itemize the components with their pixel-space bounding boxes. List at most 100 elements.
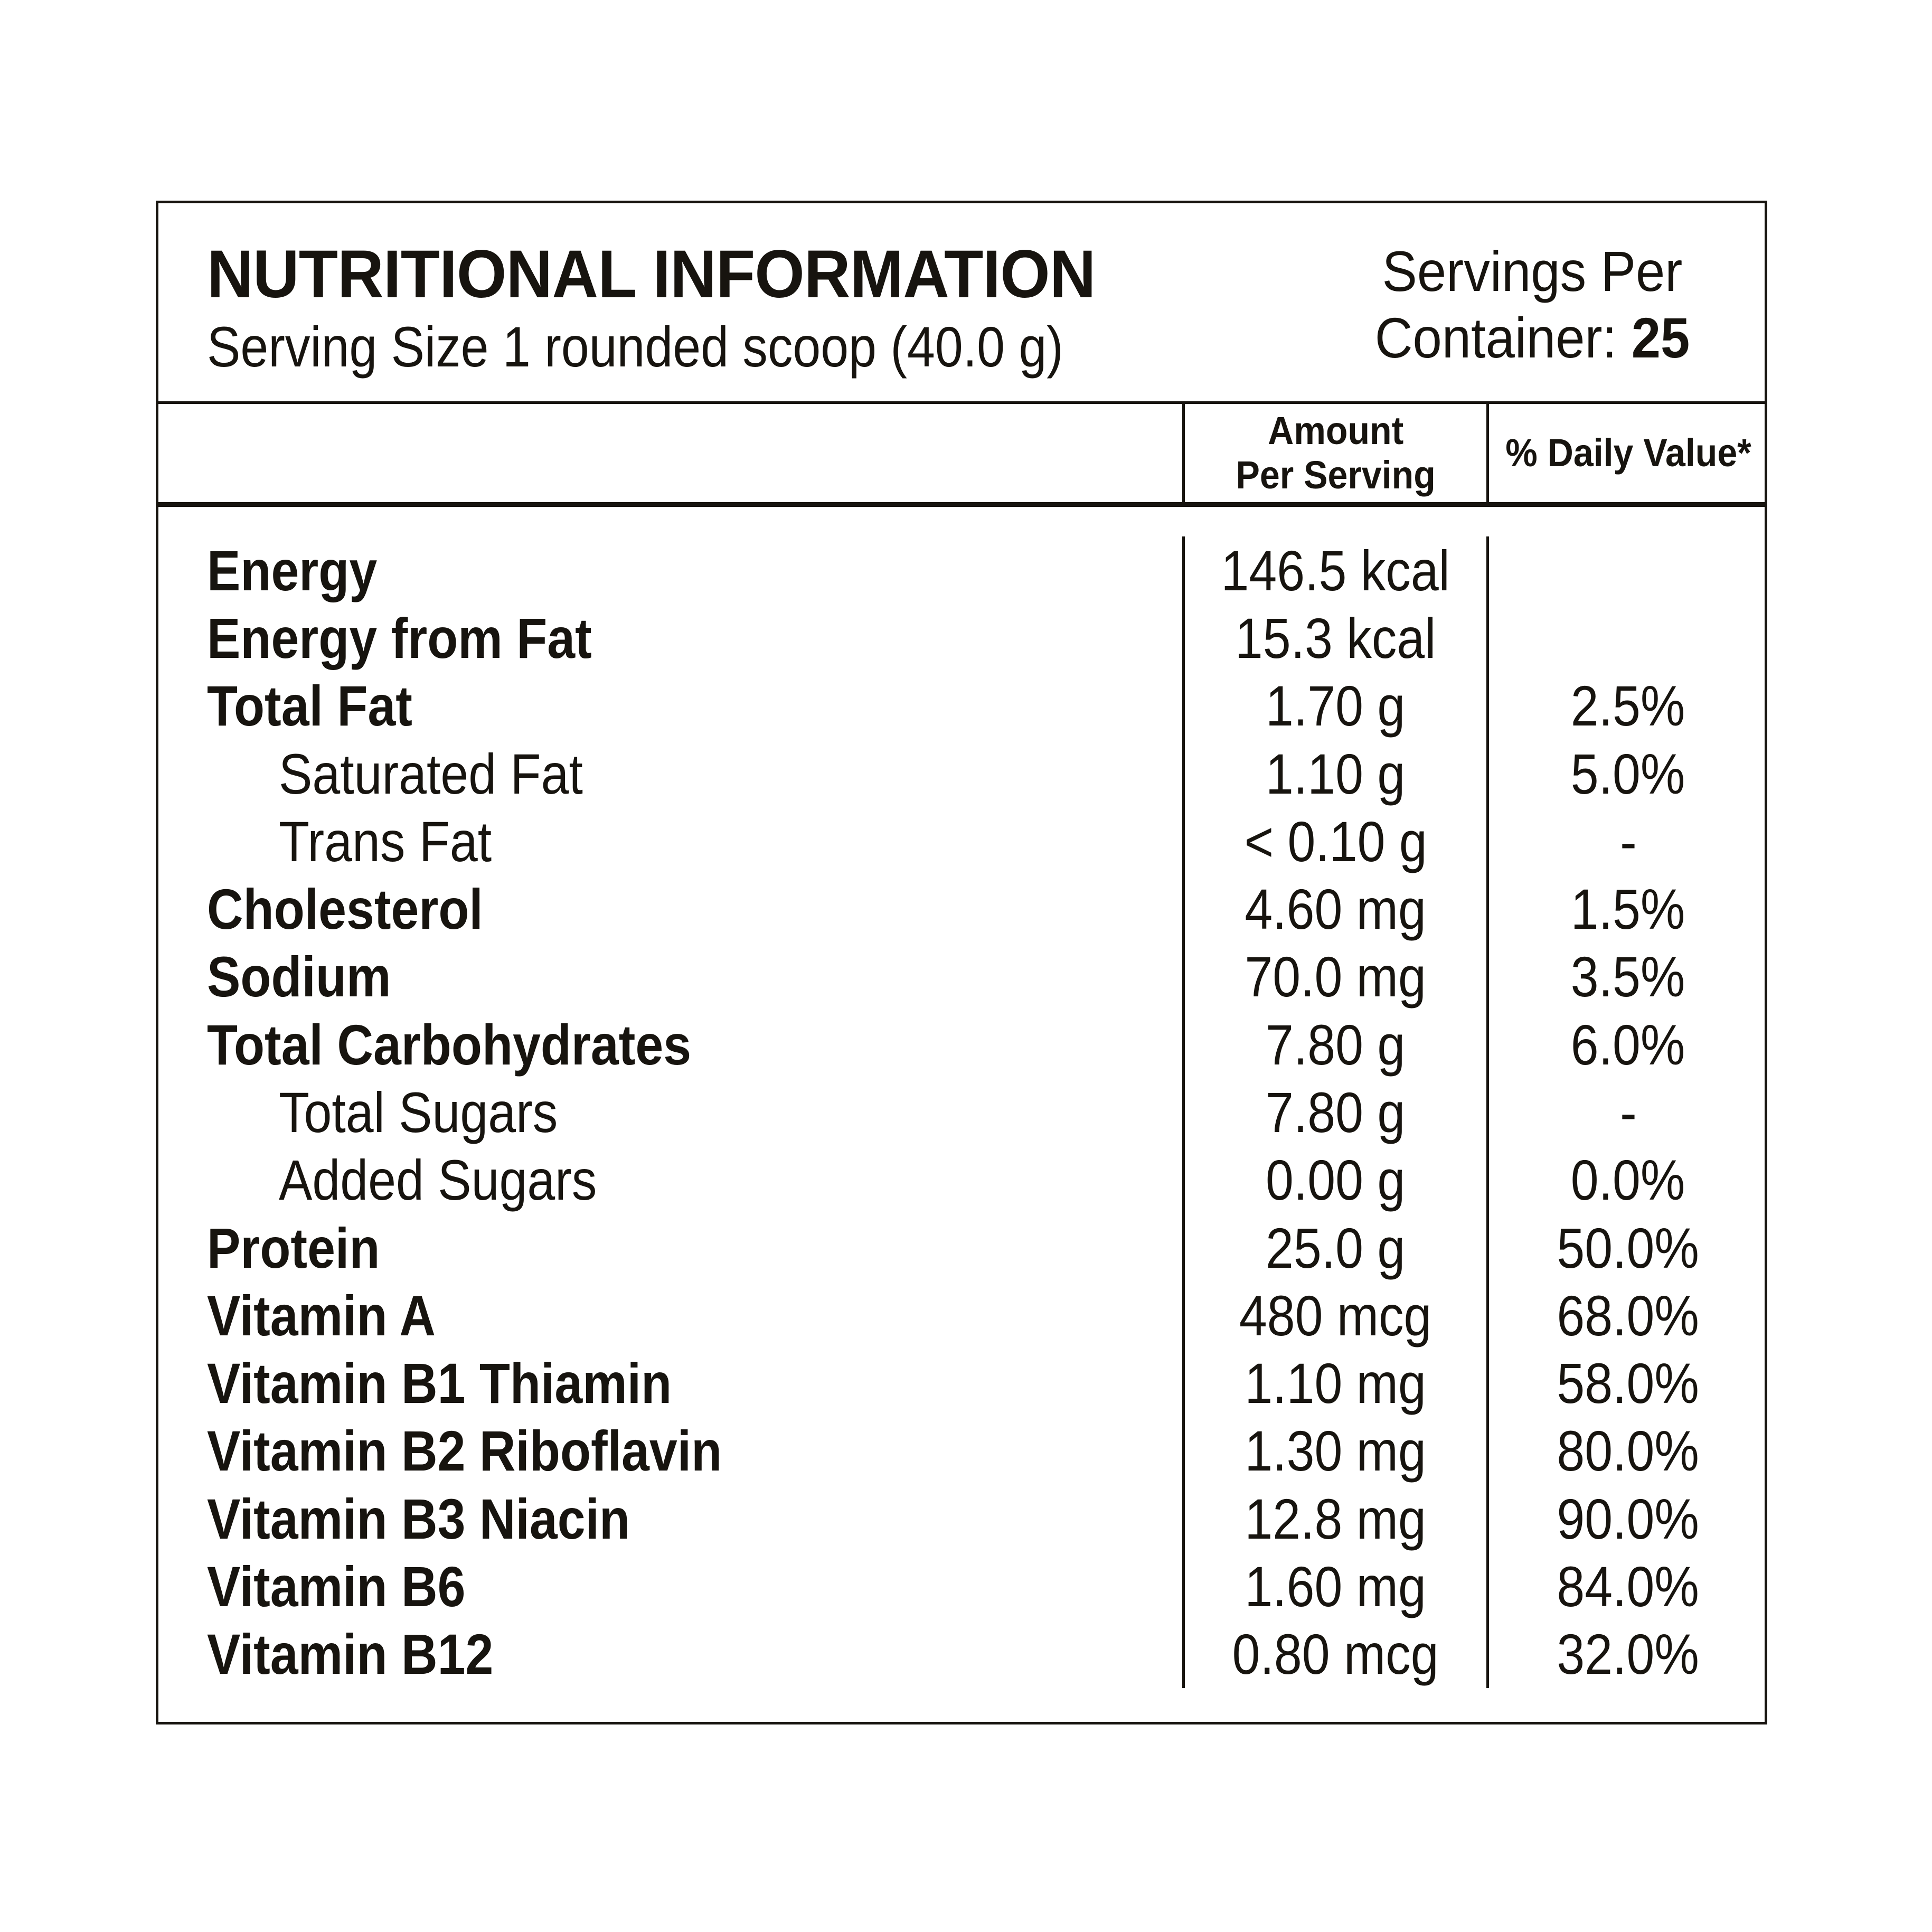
daily-value: 32.0% bbox=[1557, 1622, 1700, 1686]
amount-value: 25.0 g bbox=[1266, 1215, 1406, 1280]
amount-value: 12.8 mg bbox=[1245, 1486, 1427, 1551]
serving-size-text: Serving Size 1 rounded scoop (40.0 g) bbox=[207, 315, 1063, 379]
column-header-daily-value: % Daily Value* bbox=[1486, 404, 1767, 502]
nutrient-label: Vitamin A bbox=[207, 1283, 436, 1347]
daily-value-cell: 32.0% bbox=[1486, 1620, 1767, 1688]
page-title: NUTRITIONAL INFORMATION bbox=[207, 237, 1096, 312]
daily-value: 0.0% bbox=[1571, 1148, 1685, 1212]
column-header-row: Amount Per Serving % Daily Value* bbox=[158, 404, 1765, 507]
amount-cell: < 0.10 g bbox=[1182, 807, 1486, 875]
amount-value: 70.0 mg bbox=[1245, 945, 1427, 1009]
daily-value-cell: 90.0% bbox=[1486, 1485, 1767, 1553]
amount-cell: 1.10 g bbox=[1182, 739, 1486, 808]
amount-value: 1.30 mg bbox=[1245, 1419, 1427, 1483]
nutrient-label: Vitamin B3 Niacin bbox=[207, 1486, 630, 1551]
nutrition-facts-panel: NUTRITIONAL INFORMATION Serving Size 1 r… bbox=[156, 201, 1767, 1724]
nutrient-label: Vitamin B6 bbox=[207, 1554, 466, 1619]
servings-per-container: Servings Per Container: 25 bbox=[1300, 203, 1765, 371]
amount-cell: 70.0 mg bbox=[1182, 943, 1486, 1011]
amount-cell: 146.5 kcal bbox=[1182, 536, 1486, 605]
amount-value: 0.80 mcg bbox=[1232, 1622, 1439, 1686]
amount-cell: 7.80 g bbox=[1182, 1078, 1486, 1146]
amount-value: 7.80 g bbox=[1266, 1012, 1406, 1077]
amount-cell: 0.80 mcg bbox=[1182, 1620, 1486, 1688]
nutrient-label-cell: Total Sugars bbox=[158, 1078, 1182, 1146]
nutrient-label: Cholesterol bbox=[207, 877, 483, 941]
amount-value: 1.10 g bbox=[1266, 741, 1406, 806]
daily-value: - bbox=[1619, 809, 1637, 873]
daily-value-cell: - bbox=[1486, 1078, 1767, 1146]
amount-cell: 1.70 g bbox=[1182, 672, 1486, 740]
amount-value: 15.3 kcal bbox=[1235, 606, 1436, 670]
nutrient-label-cell: Total Fat bbox=[158, 672, 1182, 740]
nutrient-label-cell: Vitamin A bbox=[158, 1281, 1182, 1349]
nutrient-label-cell: Vitamin B2 Riboflavin bbox=[158, 1417, 1182, 1485]
nutrient-label-cell: Vitamin B6 bbox=[158, 1552, 1182, 1620]
nutrient-label: Sodium bbox=[207, 945, 391, 1009]
nutrient-label: Added Sugars bbox=[279, 1148, 597, 1212]
daily-value-cell: 3.5% bbox=[1486, 943, 1767, 1011]
daily-value-cell: - bbox=[1486, 807, 1767, 875]
amount-cell: 25.0 g bbox=[1182, 1213, 1486, 1282]
amount-value: 0.00 g bbox=[1266, 1148, 1406, 1212]
nutrient-label: Vitamin B2 Riboflavin bbox=[207, 1419, 722, 1483]
nutrient-label-cell: Added Sugars bbox=[158, 1146, 1182, 1214]
amount-cell: 12.8 mg bbox=[1182, 1485, 1486, 1553]
nutrient-label-cell: Sodium bbox=[158, 943, 1182, 1011]
daily-value-cell: 0.0% bbox=[1486, 1146, 1767, 1214]
daily-value-cell: 58.0% bbox=[1486, 1349, 1767, 1417]
nutrient-label-cell: Energy from Fat bbox=[158, 604, 1182, 672]
daily-value-cell: 80.0% bbox=[1486, 1417, 1767, 1485]
title-block: NUTRITIONAL INFORMATION Serving Size 1 r… bbox=[158, 203, 1300, 381]
nutrient-label-cell: Vitamin B3 Niacin bbox=[158, 1485, 1182, 1552]
nutrient-label-cell: Energy bbox=[158, 536, 1182, 604]
daily-value: 90.0% bbox=[1557, 1486, 1700, 1551]
daily-value: 5.0% bbox=[1571, 741, 1685, 806]
daily-value: 2.5% bbox=[1571, 674, 1685, 738]
nutrient-label: Saturated Fat bbox=[279, 741, 583, 806]
amount-cell: 1.60 mg bbox=[1182, 1552, 1486, 1620]
column-header-nutrient bbox=[158, 404, 1182, 502]
daily-value: 6.0% bbox=[1571, 1012, 1685, 1077]
daily-value-cell: 5.0% bbox=[1486, 739, 1767, 808]
amount-value: 480 mcg bbox=[1239, 1283, 1432, 1347]
daily-value-cell bbox=[1486, 536, 1767, 605]
title-section: NUTRITIONAL INFORMATION Serving Size 1 r… bbox=[158, 203, 1765, 404]
daily-value: 68.0% bbox=[1557, 1283, 1700, 1347]
amount-value: < 0.10 g bbox=[1244, 809, 1427, 873]
amount-value: 1.60 mg bbox=[1245, 1554, 1427, 1619]
nutrient-label: Vitamin B1 Thiamin bbox=[207, 1351, 672, 1416]
column-header-amount: Amount Per Serving bbox=[1182, 404, 1486, 502]
nutrient-label-cell: Protein bbox=[158, 1214, 1182, 1281]
column-header-daily-value-text: % Daily Value* bbox=[1505, 431, 1751, 475]
column-header-amount-line2: Per Serving bbox=[1236, 453, 1436, 497]
nutrient-label: Vitamin B12 bbox=[207, 1622, 494, 1686]
nutrient-label-cell: Trans Fat bbox=[158, 807, 1182, 875]
nutrient-label-cell: Vitamin B12 bbox=[158, 1620, 1182, 1688]
daily-value-cell bbox=[1486, 604, 1767, 672]
daily-value-cell: 6.0% bbox=[1486, 1011, 1767, 1079]
servings-count: 25 bbox=[1631, 306, 1690, 370]
amount-cell: 15.3 kcal bbox=[1182, 604, 1486, 672]
amount-cell: 480 mcg bbox=[1182, 1281, 1486, 1350]
nutrition-table-body: Energy 146.5 kcal Energy from Fat 15.3 k… bbox=[158, 507, 1765, 1722]
daily-value: 1.5% bbox=[1571, 877, 1685, 941]
nutrient-label: Energy bbox=[207, 538, 378, 602]
daily-value-cell: 1.5% bbox=[1486, 875, 1767, 943]
nutrient-label-cell: Vitamin B1 Thiamin bbox=[158, 1350, 1182, 1417]
amount-value: 146.5 kcal bbox=[1221, 538, 1450, 602]
daily-value-cell: 2.5% bbox=[1486, 672, 1767, 740]
amount-value: 7.80 g bbox=[1266, 1080, 1406, 1144]
amount-value: 4.60 mg bbox=[1245, 877, 1427, 941]
nutrient-label: Protein bbox=[207, 1215, 380, 1280]
amount-cell: 4.60 mg bbox=[1182, 875, 1486, 943]
daily-value-cell: 68.0% bbox=[1486, 1281, 1767, 1350]
daily-value: 84.0% bbox=[1557, 1554, 1700, 1619]
nutrient-label: Total Carbohydrates bbox=[207, 1012, 692, 1077]
nutrient-label: Trans Fat bbox=[279, 809, 492, 873]
nutrient-label-cell: Total Carbohydrates bbox=[158, 1011, 1182, 1078]
servings-line-1: Servings Per bbox=[1382, 239, 1683, 303]
daily-value: - bbox=[1619, 1080, 1637, 1144]
daily-value-cell: 50.0% bbox=[1486, 1213, 1767, 1282]
amount-value: 1.10 mg bbox=[1245, 1351, 1427, 1416]
